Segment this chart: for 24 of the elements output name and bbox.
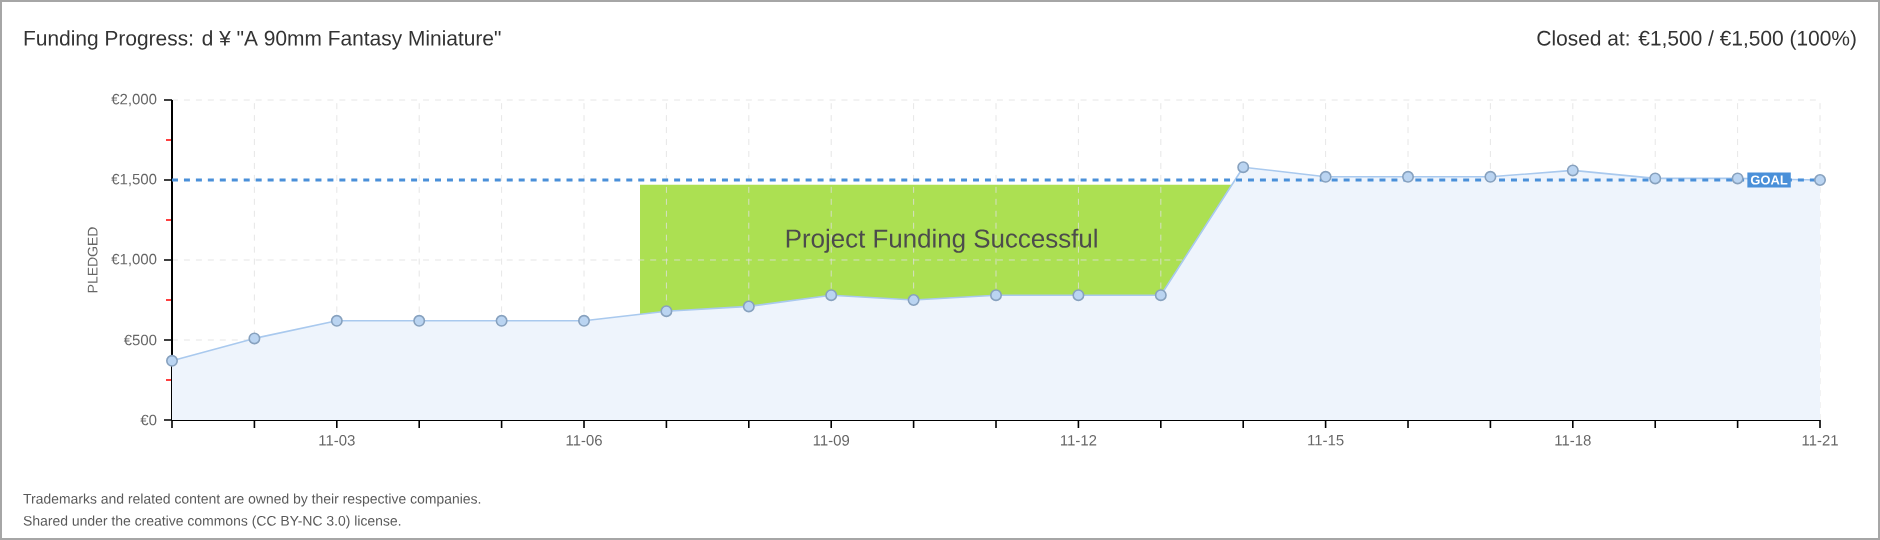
point (1319, 170, 1332, 183)
point (578, 314, 590, 327)
point (825, 289, 838, 302)
point (1072, 289, 1085, 302)
point (990, 289, 1003, 302)
point (660, 305, 673, 318)
point (1402, 170, 1415, 183)
point (1731, 172, 1744, 185)
point (495, 314, 508, 327)
chart-subtitle: Closed at: €1,500 / €1,500 (100%) (1537, 30, 1856, 50)
point (248, 332, 261, 345)
point (1237, 161, 1250, 174)
point (1566, 164, 1579, 177)
point (413, 314, 426, 327)
chart-title: Funding Progress: d ¥ "A 90mm Fantasy Miniature" (24, 30, 501, 50)
point (166, 354, 178, 367)
point (742, 300, 755, 313)
point (1484, 170, 1497, 183)
point (907, 294, 920, 306)
point (330, 314, 343, 327)
point (1649, 172, 1662, 185)
annotation: Project Funding Successful (786, 228, 1097, 253)
point (1154, 289, 1167, 302)
point (1814, 174, 1827, 186)
